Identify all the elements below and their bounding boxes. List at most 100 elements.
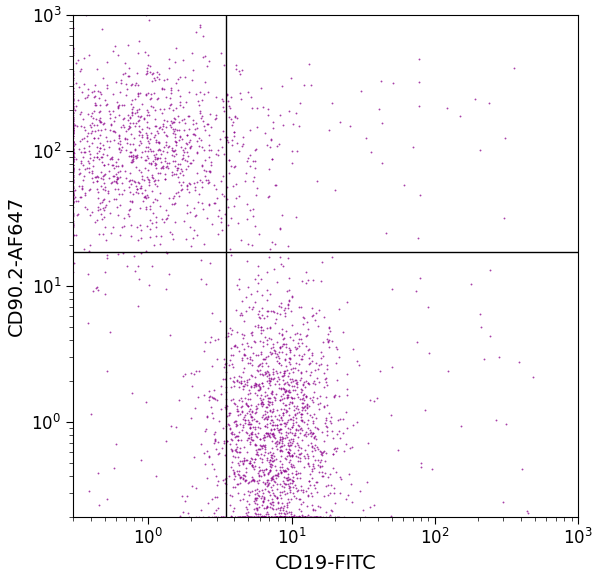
Point (282, 452, 292, 461)
Point (130, 121, 139, 130)
Point (277, 434, 286, 444)
Point (291, 344, 301, 353)
Point (154, 137, 164, 147)
Point (316, 359, 326, 368)
Point (233, 280, 242, 289)
Point (97, 118, 106, 127)
Point (303, 378, 313, 387)
Point (226, 445, 235, 454)
Point (292, 470, 301, 479)
Point (257, 311, 267, 320)
Point (280, 354, 290, 363)
Point (253, 512, 262, 521)
Point (300, 453, 310, 462)
Point (295, 375, 305, 385)
Point (277, 438, 287, 448)
Point (145, 144, 155, 153)
Point (268, 407, 278, 416)
Point (219, 191, 229, 201)
Point (227, 445, 236, 455)
Point (239, 382, 249, 391)
Point (144, 110, 154, 119)
Point (227, 512, 237, 521)
Point (168, 157, 178, 166)
Point (275, 480, 285, 489)
Point (287, 159, 296, 168)
Point (310, 433, 319, 442)
Point (95, 100, 105, 110)
Point (217, 382, 226, 391)
Point (275, 512, 285, 521)
Point (191, 124, 200, 133)
Point (68, 126, 78, 135)
Point (193, 392, 203, 401)
Point (307, 512, 316, 521)
Point (245, 422, 255, 432)
Point (133, 262, 143, 271)
Point (244, 420, 254, 429)
Point (253, 512, 263, 521)
Point (485, 332, 494, 341)
Point (284, 387, 293, 396)
Point (245, 151, 254, 160)
Point (275, 487, 284, 496)
Point (288, 119, 298, 129)
Point (204, 130, 214, 140)
Point (68, 131, 78, 140)
Point (344, 490, 353, 499)
Point (269, 345, 279, 354)
Point (263, 430, 273, 439)
Point (245, 423, 255, 433)
Point (243, 153, 253, 162)
Point (313, 455, 323, 465)
Point (225, 323, 235, 332)
Point (149, 133, 159, 142)
Point (127, 157, 136, 166)
Point (331, 358, 341, 367)
Point (169, 117, 178, 126)
Point (301, 512, 311, 521)
Point (206, 337, 215, 346)
Point (296, 499, 306, 509)
Point (276, 494, 286, 503)
Point (266, 459, 275, 469)
Point (307, 395, 317, 404)
Point (92, 282, 102, 292)
Point (77, 135, 87, 144)
Point (226, 329, 236, 339)
Point (253, 385, 262, 394)
Point (100, 118, 109, 128)
Point (95, 205, 105, 214)
Point (228, 482, 238, 491)
Point (304, 512, 314, 521)
Point (269, 476, 278, 485)
Point (238, 139, 248, 148)
Point (254, 476, 263, 485)
Point (96, 182, 106, 191)
Point (125, 187, 135, 197)
Point (202, 411, 212, 420)
Point (289, 351, 299, 360)
Point (244, 512, 253, 521)
Point (183, 111, 193, 121)
Point (134, 116, 144, 125)
Point (175, 97, 185, 106)
Point (113, 139, 123, 148)
Point (309, 376, 319, 386)
Point (243, 401, 253, 410)
Point (209, 509, 219, 518)
Point (143, 66, 152, 75)
Point (155, 168, 165, 177)
Point (277, 467, 286, 477)
Point (277, 432, 286, 441)
Point (315, 399, 325, 408)
Point (143, 61, 152, 70)
Point (200, 145, 209, 154)
Point (99, 194, 109, 203)
Point (125, 197, 135, 206)
Point (197, 112, 206, 121)
Point (73, 56, 83, 65)
Point (222, 91, 232, 100)
Point (154, 93, 163, 102)
Point (283, 377, 292, 386)
